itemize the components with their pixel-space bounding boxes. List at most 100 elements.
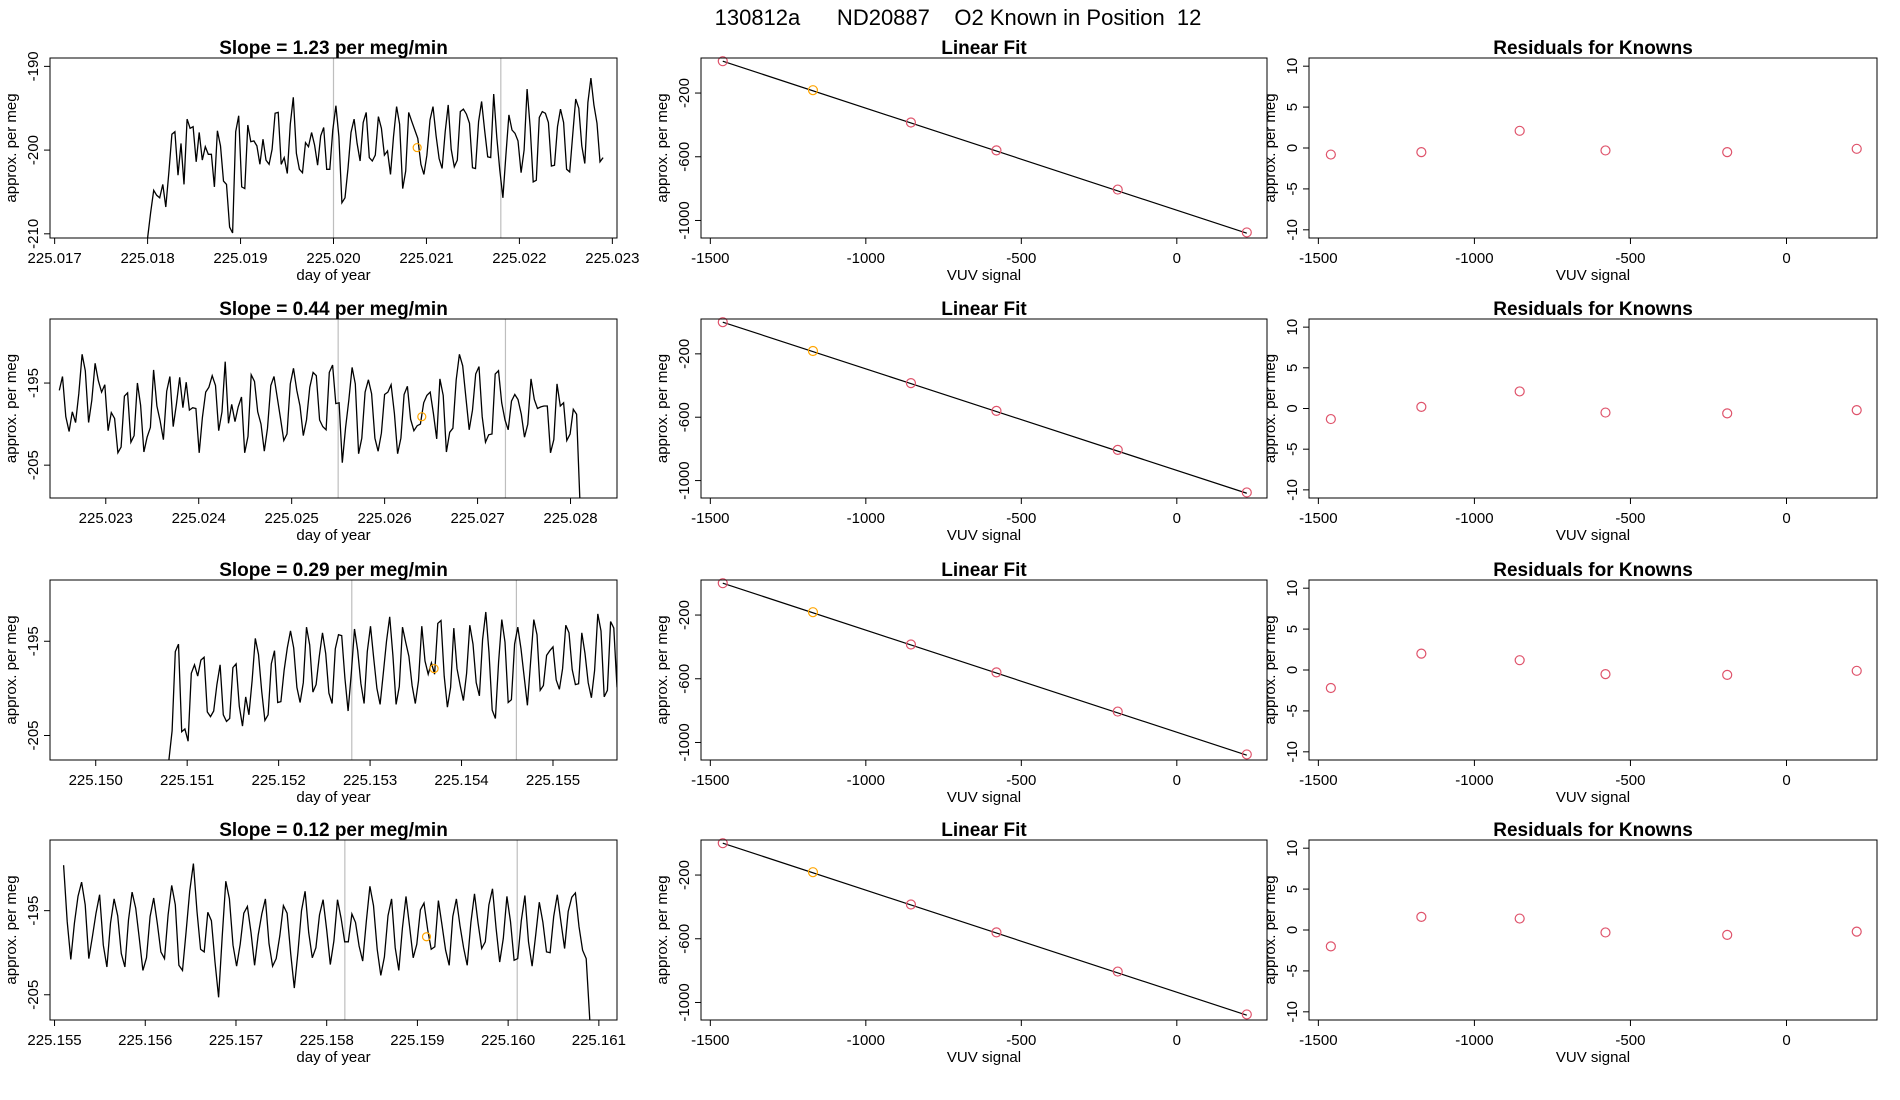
x-tick-label: 225.157 — [209, 1032, 263, 1049]
x-tick-label: 0 — [1173, 1032, 1181, 1049]
x-tick-label: 225.026 — [358, 510, 412, 527]
data-point — [1325, 149, 1336, 160]
y-tick-label: 10 — [1284, 840, 1301, 857]
plot-frame — [700, 839, 1268, 1021]
x-tick-label: -500 — [1006, 250, 1036, 267]
x-tick-label: 0 — [1782, 1032, 1790, 1049]
y-axis-label: approx. per meg — [1262, 354, 1279, 463]
y-tick-label: -10 — [1284, 479, 1301, 501]
panel-title: Slope = 1.23 per meg/min — [219, 38, 448, 59]
panel-title: Residuals for Knowns — [1493, 38, 1693, 59]
x-axis-label: VUV signal — [1556, 1049, 1630, 1066]
x-tick-label: 225.150 — [69, 772, 123, 789]
data-point — [1112, 966, 1123, 977]
data-point — [991, 927, 1002, 938]
y-axis-label: approx. per meg — [654, 354, 671, 463]
x-tick-label: -500 — [1615, 250, 1645, 267]
y-tick-label: -195 — [25, 626, 42, 656]
panel-r2-c1: -1500 -1000 -500 0 -200 -600 -1000 Linear Fit VU… — [654, 560, 1268, 806]
x-tick-label: -1000 — [847, 1032, 885, 1049]
y-tick-label: -200 — [676, 860, 693, 890]
y-tick-label: -205 — [25, 980, 42, 1010]
data-point — [1722, 669, 1733, 681]
x-axis-label: VUV signal — [1556, 267, 1630, 284]
x-tick-label: 225.159 — [390, 1032, 444, 1049]
x-tick-label: 0 — [1173, 250, 1181, 267]
y-tick-label: 0 — [1284, 666, 1301, 674]
data-point — [1325, 941, 1336, 952]
plot-frame — [49, 839, 618, 1021]
x-tick-label: 0 — [1173, 772, 1181, 789]
x-axis-label: VUV signal — [947, 1049, 1021, 1066]
x-tick-label: -1500 — [1299, 772, 1337, 789]
fit-line — [722, 60, 1247, 234]
data-point — [905, 117, 917, 128]
panel-title: Residuals for Knowns — [1493, 299, 1693, 320]
figure-title: 130812a ND20887 O2 Known in Position 12 — [715, 5, 1202, 30]
panel-r1-c0: 225.023 225.024 225.025 225.026 225.027 225.0… — [3, 299, 618, 544]
y-tick-label: -5 — [1284, 443, 1301, 456]
x-tick-label: 225.158 — [300, 1032, 354, 1049]
y-axis-label: approx. per meg — [3, 354, 20, 463]
data-point — [1851, 143, 1862, 154]
x-tick-label: -1000 — [1455, 250, 1493, 267]
data-point — [1241, 1009, 1252, 1020]
y-tick-label: -1000 — [676, 461, 693, 499]
panel-r0-c0: 225.017 225.018 225.019 225.020 225.021 225.0… — [3, 38, 639, 284]
data-point — [1514, 913, 1525, 924]
y-tick-label: -210 — [25, 219, 42, 249]
data-point — [1325, 413, 1336, 425]
x-tick-label: 225.022 — [492, 250, 546, 267]
y-tick-label: 5 — [1284, 625, 1301, 633]
x-tick-label: -500 — [1615, 1032, 1645, 1049]
x-axis-label: VUV signal — [1556, 527, 1630, 544]
y-tick-label: -600 — [676, 142, 693, 172]
panel-title: Residuals for Knowns — [1493, 820, 1693, 841]
x-tick-label: -1500 — [691, 1032, 729, 1049]
y-tick-label: -200 — [676, 339, 693, 369]
y-tick-label: -5 — [1284, 964, 1301, 977]
data-point — [1722, 408, 1733, 419]
y-axis-label: approx. per meg — [654, 875, 671, 984]
x-tick-label: -500 — [1615, 772, 1645, 789]
x-tick-label: -500 — [1006, 510, 1036, 527]
x-axis-label: VUV signal — [947, 527, 1021, 544]
data-point — [717, 56, 728, 67]
y-tick-label: 5 — [1284, 103, 1301, 111]
panel-r3-c2: -1500 -1000 -500 0 10 5 0 -5 -10 Residuals for Kn… — [1262, 820, 1878, 1066]
x-axis-label: day of year — [296, 267, 370, 284]
data-point — [1112, 444, 1123, 455]
highlight-point — [807, 345, 819, 357]
x-tick-label: 0 — [1782, 510, 1790, 527]
data-point — [991, 405, 1002, 416]
panel-r0-c2: -1500 -1000 -500 0 10 5 0 -5 -10 Residuals for Kn… — [1262, 38, 1878, 284]
plot-frame — [1308, 57, 1878, 239]
y-tick-label: 0 — [1284, 926, 1301, 934]
panel-title: Slope = 0.29 per meg/min — [219, 560, 448, 581]
data-point — [1112, 184, 1123, 195]
y-tick-label: 0 — [1284, 144, 1301, 152]
y-tick-label: 0 — [1284, 404, 1301, 412]
y-tick-label: -205 — [25, 450, 42, 480]
x-tick-label: 225.156 — [118, 1032, 172, 1049]
data-point — [717, 578, 728, 589]
y-tick-label: -200 — [25, 135, 42, 165]
y-axis-label: approx. per meg — [654, 93, 671, 202]
x-tick-label: -1500 — [1299, 1032, 1337, 1049]
x-axis-label: VUV signal — [947, 267, 1021, 284]
x-tick-label: -500 — [1006, 772, 1036, 789]
highlight-point — [807, 85, 819, 96]
data-point — [1514, 386, 1525, 397]
x-axis-label: VUV signal — [947, 789, 1021, 806]
y-tick-label: -5 — [1284, 704, 1301, 717]
y-tick-label: -205 — [25, 720, 42, 750]
y-axis-label: approx. per meg — [1262, 93, 1279, 202]
x-tick-label: 225.020 — [306, 250, 360, 267]
y-tick-label: 5 — [1284, 885, 1301, 893]
series-line — [62, 863, 591, 1020]
y-tick-label: 5 — [1284, 364, 1301, 372]
x-axis-label: VUV signal — [1556, 789, 1630, 806]
x-tick-label: -1000 — [847, 510, 885, 527]
panel-title: Residuals for Knowns — [1493, 560, 1693, 581]
data-point — [905, 639, 917, 650]
